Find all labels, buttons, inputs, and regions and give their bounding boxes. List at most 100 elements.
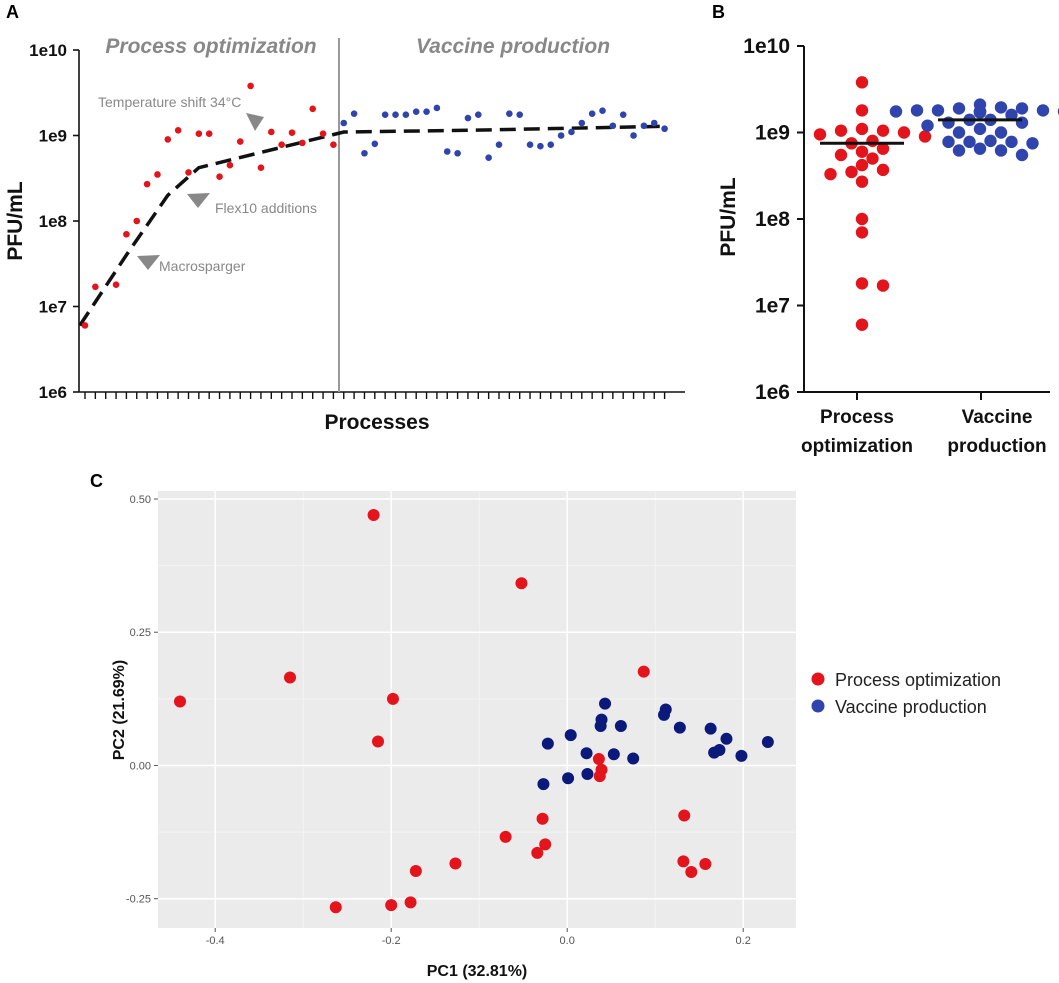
vaccine-point (557, 132, 565, 139)
annotation-macrosparger: Macrosparger (159, 258, 246, 274)
pca-process-point (367, 508, 380, 521)
vaccine-point (963, 135, 976, 149)
pca-vaccine-point (673, 721, 686, 734)
process-point (309, 105, 317, 113)
process-point (299, 139, 306, 147)
pca-process-point (536, 812, 549, 825)
process-point (112, 281, 120, 288)
pca-process-point (637, 665, 650, 678)
process-point (918, 130, 932, 143)
vaccine-point (942, 116, 955, 129)
panel-b-y-tick-label: 1e9 (755, 122, 790, 145)
panel-c-y-tick-label: 0.50 (130, 494, 151, 506)
vaccine-point (1005, 108, 1018, 122)
process-point (154, 171, 161, 178)
pca-process-point (385, 899, 398, 912)
pca-process-point (409, 864, 422, 877)
pca-vaccine-point (735, 749, 748, 762)
vaccine-point (661, 125, 668, 133)
process-point (81, 322, 89, 329)
vaccine-point (361, 149, 368, 157)
panel-b-category-vaccine-line1: Vaccine (962, 407, 1033, 428)
panel-b-category-vaccine-line2: production (947, 436, 1046, 457)
pca-vaccine-point (713, 744, 726, 757)
legend-label-process: Process optimization (835, 670, 1001, 690)
process-point (855, 212, 869, 226)
vaccine-point (1036, 104, 1050, 117)
process-point (143, 180, 151, 188)
pca-process-point (386, 692, 399, 705)
pca-process-point (174, 695, 186, 708)
pca-vaccine-point (607, 748, 620, 761)
panel-a-label: A (6, 2, 19, 22)
vaccine-point (402, 111, 410, 119)
panel-c-y-tick-label: -0.25 (126, 894, 151, 906)
vaccine-point (910, 104, 924, 117)
panel-b-y-tick-label: 1e6 (755, 381, 790, 404)
panel-c-x-tick-label: -0.2 (382, 935, 401, 947)
pca-vaccine-point (720, 732, 733, 745)
panel-c-y-title: PC2 (21.69%) (111, 660, 128, 761)
vaccine-point (547, 141, 555, 149)
pca-vaccine-point (659, 703, 672, 716)
legend-marker-vaccine (811, 699, 825, 713)
vaccine-point (973, 122, 987, 136)
vaccine-point (994, 126, 1008, 139)
vaccine-point (475, 111, 482, 119)
vaccine-point (588, 110, 596, 117)
panel-a-y-tick-label: 1e10 (29, 41, 67, 60)
section-title-vaccine: Vaccine production (416, 35, 610, 58)
panel-a-y-title: PFU/mL (4, 181, 27, 261)
panel-c-label: C (90, 471, 103, 491)
process-point (876, 279, 890, 292)
pca-process-point (499, 830, 512, 843)
vaccine-point (994, 144, 1008, 157)
process-point (216, 173, 223, 180)
vaccine-point (952, 102, 966, 115)
pca-vaccine-point (581, 767, 594, 780)
process-point (834, 124, 848, 137)
pca-vaccine-point (562, 772, 575, 785)
pca-process-point (449, 857, 462, 870)
vaccine-point (443, 148, 451, 155)
process-point (268, 128, 275, 136)
annotation-flex10: Flex10 additions (215, 200, 317, 216)
vaccine-point (340, 119, 348, 127)
pca-process-point (515, 577, 528, 590)
panel-b-y-tick-label: 1e8 (755, 208, 790, 231)
panel-c: C -0.4 -0.2 0.0 0.2 0.50 0.25 0.00 -0.25 PC1 (3… (90, 471, 1001, 980)
vaccine-point (506, 110, 513, 117)
process-point (123, 230, 130, 238)
process-point (897, 126, 911, 139)
process-point (855, 318, 869, 331)
panel-c-x-tick-label: -0.4 (206, 935, 225, 947)
pca-vaccine-point (614, 720, 627, 733)
process-point (855, 145, 869, 158)
pca-process-point (372, 735, 384, 748)
panel-c-x-tick-label: 0.0 (560, 935, 575, 947)
process-point (133, 217, 141, 225)
panel-c-plot-background (158, 491, 796, 928)
vaccine-point (942, 135, 955, 149)
pca-vaccine-point (599, 697, 612, 710)
panel-c-y-tick-label: 0.00 (130, 760, 151, 772)
vaccine-point (952, 126, 966, 139)
panel-a-x-title: Processes (324, 411, 429, 434)
vaccine-point (619, 111, 627, 119)
panel-c-x-title: PC1 (32.81%) (427, 963, 528, 980)
vaccine-point (537, 142, 544, 150)
process-point (164, 136, 172, 143)
vaccine-point (889, 105, 903, 118)
vaccine-point (599, 107, 606, 115)
vaccine-point (485, 154, 492, 161)
process-point (195, 130, 203, 137)
trend-line (78, 124, 665, 327)
vaccine-point (640, 122, 648, 130)
process-point (845, 165, 858, 179)
vaccine-point (921, 119, 934, 132)
process-point (174, 127, 182, 134)
vaccine-point (952, 144, 966, 157)
vaccine-point (984, 134, 997, 148)
panel-a-y-tick-label: 1e9 (39, 127, 67, 146)
